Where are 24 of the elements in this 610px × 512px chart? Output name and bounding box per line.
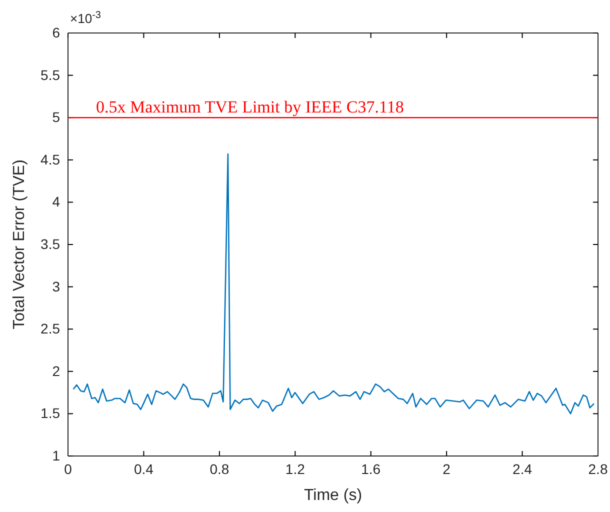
y-tick-label: 4.5 [40,151,60,168]
y-axis-title: Total Vector Error (TVE) [11,160,28,330]
line-series [72,153,595,414]
x-tick-label: 0 [64,460,72,477]
y-tick-label: 6 [52,24,60,40]
ref-line-label: 0.5x Maximum TVE Limit by IEEE C37.118 [96,98,404,117]
y-tick-label: 3 [52,278,60,294]
x-tick-label: 2.4 [512,460,532,477]
y-tick-label: 5 [52,109,60,126]
x-tick-label: 1.2 [285,460,306,477]
text: ×10$^{-3}$ [70,10,102,26]
x-tick-label: 1.6 [361,460,381,477]
x-tick-label: 0.4 [134,460,154,477]
x-tick-label: 2.8 [588,460,608,477]
y-tick-label: 4 [52,194,60,210]
y-tick-label: 3.5 [40,236,60,252]
x-tick-label: 0.8 [210,460,230,477]
x-axis-title: Time (s) [304,487,362,504]
x-tick-label: 2 [442,460,451,477]
y-tick-label: 2.5 [40,320,60,337]
y-tick-label: 1 [52,447,60,464]
y-tick-label: 1.5 [40,405,60,422]
y-tick-label: 5.5 [40,66,60,83]
y-tick-label: 2 [52,362,60,379]
